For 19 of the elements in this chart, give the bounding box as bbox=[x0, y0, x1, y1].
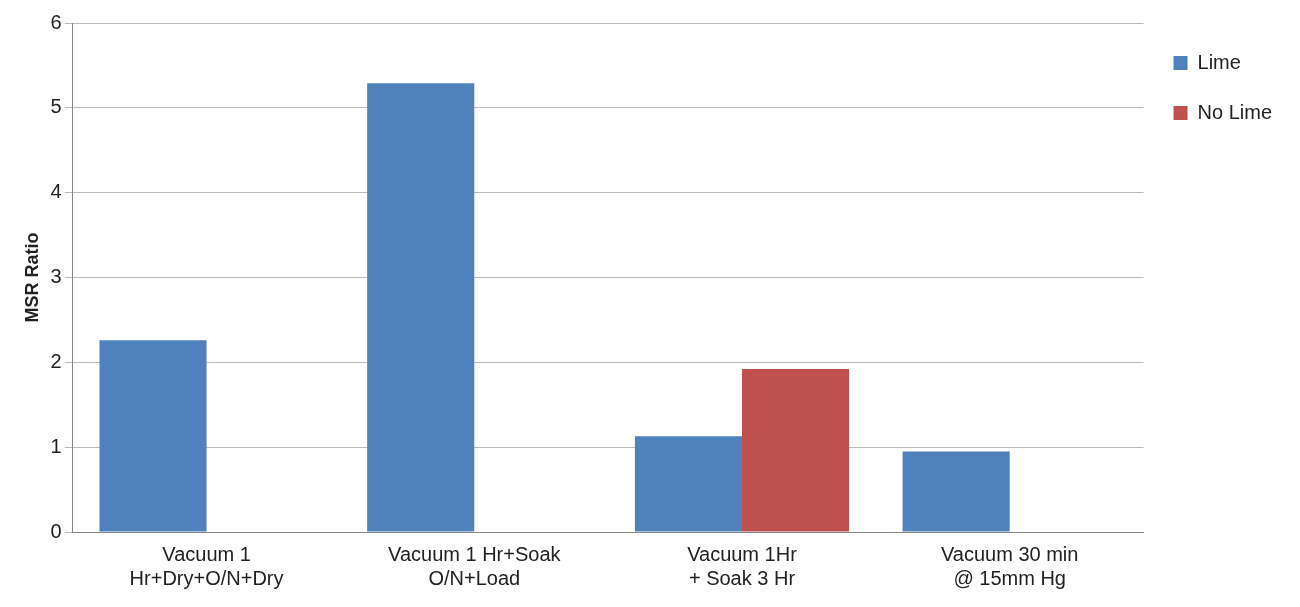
y-tick-label: 4 bbox=[50, 180, 62, 203]
y-tick-label: 2 bbox=[50, 349, 62, 372]
bar bbox=[902, 451, 1010, 532]
y-tick-label: 6 bbox=[50, 10, 62, 33]
bar bbox=[99, 340, 207, 532]
y-tick-label: 0 bbox=[50, 519, 62, 542]
legend-label: No Lime bbox=[1197, 100, 1273, 123]
legend-label: Lime bbox=[1197, 50, 1241, 73]
y-tick-label: 5 bbox=[50, 95, 62, 118]
y-tick-label: 1 bbox=[50, 434, 62, 457]
x-tick-label: Vacuum 1Hr + Soak 3 Hr bbox=[687, 542, 798, 589]
y-tick-label: 3 bbox=[50, 265, 62, 288]
bar bbox=[634, 436, 742, 532]
x-tick-label: Vacuum 30 min @ 15mm Hg bbox=[940, 542, 1079, 589]
y-axis-title: MSR Ratio bbox=[21, 232, 42, 323]
x-tick-label: Vacuum 1 Hr+Soak O/N+Load bbox=[388, 542, 562, 589]
bar bbox=[367, 83, 475, 532]
x-tick-label: Vacuum 1 Hr+Dry+O/N+Dry bbox=[129, 542, 284, 589]
bar bbox=[741, 369, 850, 532]
